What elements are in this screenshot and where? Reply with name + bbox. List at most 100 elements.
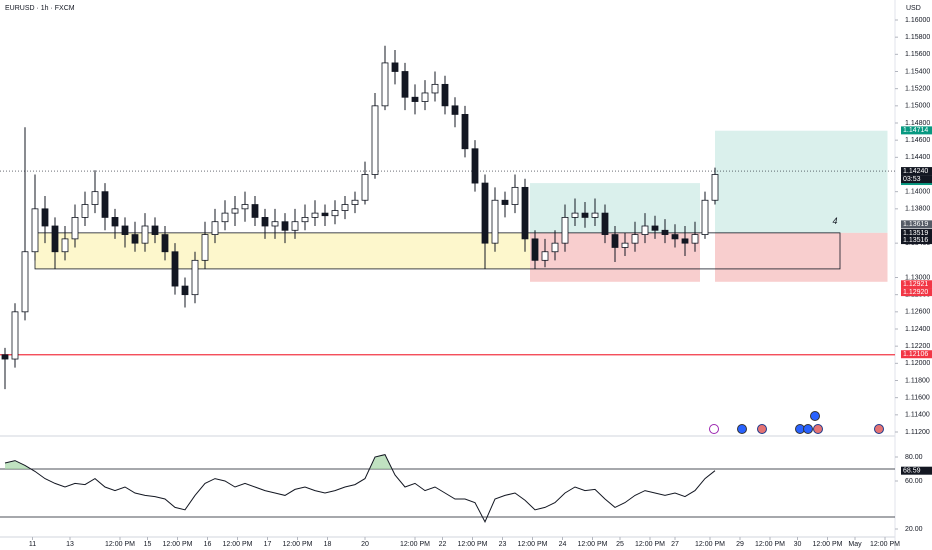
candle-body	[491, 199, 499, 244]
candle-body	[11, 311, 19, 360]
chart-title: EURUSD · 1h · FXCM	[5, 5, 75, 12]
y-tick-label: 1.14400	[905, 154, 930, 161]
y-tick-label: 1.15600	[905, 51, 930, 58]
candle-body	[701, 199, 709, 235]
y-tick-label: 1.16000	[905, 17, 930, 24]
price-label: 1.13619	[903, 221, 928, 228]
candle-body	[551, 242, 559, 253]
candle-body	[141, 225, 149, 244]
candle-body	[391, 62, 399, 72]
y-tick-label: 1.13800	[905, 206, 930, 213]
rsi-line	[4, 454, 716, 523]
event-icon	[737, 424, 747, 434]
x-tick-label: 15	[144, 541, 152, 548]
price-label-box	[901, 288, 932, 297]
candle-body	[41, 208, 49, 227]
x-tick-label: 12:00 PM	[635, 541, 665, 548]
candle-body	[601, 212, 609, 235]
candle-body	[581, 212, 589, 218]
zone	[715, 130, 888, 233]
candle-body	[341, 204, 349, 211]
price-label-box	[901, 280, 932, 289]
candle-body	[621, 242, 629, 248]
candle-body	[31, 208, 39, 253]
x-tick-label: 12:00 PM	[578, 541, 608, 548]
candle-body	[641, 225, 649, 235]
candle-body	[241, 204, 249, 210]
candle-body	[591, 212, 599, 218]
x-tick-label: 12:00 PM	[458, 541, 488, 548]
candle-body	[571, 212, 579, 218]
candle-body	[161, 234, 169, 253]
x-tick-label: 12:00 PM	[283, 541, 313, 548]
event-icon	[810, 411, 820, 421]
x-tick-label: 12:00 PM	[755, 541, 785, 548]
candle-body	[251, 204, 259, 218]
y-tick-label: 1.12400	[905, 326, 930, 333]
candle-body	[561, 217, 569, 244]
candle-body	[711, 174, 719, 201]
x-tick-label: 12:00 PM	[400, 541, 430, 548]
candle-body	[381, 62, 389, 107]
x-tick-label: 30	[794, 541, 802, 548]
x-tick-label: 12:00 PM	[163, 541, 193, 548]
candle-body	[671, 234, 679, 240]
x-tick-label: 23	[499, 541, 507, 548]
candle-body	[91, 191, 99, 205]
y-tick-label: 1.13000	[905, 274, 930, 281]
candle-body	[191, 259, 199, 296]
candle-body	[71, 217, 79, 240]
candle-body	[221, 212, 229, 223]
candle-body	[531, 238, 539, 261]
zone	[35, 232, 530, 269]
x-tick-label: 11	[29, 541, 36, 548]
rsi-y-tick-label: 60.00	[905, 478, 923, 485]
x-tick-label: May	[848, 541, 862, 548]
candle-body	[691, 234, 699, 244]
candle-body	[361, 174, 369, 201]
y-tick-label: 1.11400	[905, 412, 930, 419]
candle-body	[271, 221, 279, 227]
currency: USD	[906, 5, 921, 12]
price-label-box	[901, 167, 932, 176]
candle-body	[451, 105, 459, 115]
candle-body	[371, 105, 379, 175]
x-tick-label: 12:00 PM	[695, 541, 725, 548]
candle-body	[1, 354, 9, 360]
event-icon	[803, 424, 813, 434]
rsi-last-label: 68.59	[903, 468, 921, 475]
candle-body	[401, 71, 409, 98]
candle-body	[421, 92, 429, 102]
x-tick-label: 12:00 PM	[870, 541, 900, 548]
candle-body	[201, 234, 209, 261]
zone	[530, 183, 700, 233]
candle-body	[631, 234, 639, 244]
candle-body	[231, 208, 239, 214]
x-tick-label: 16	[204, 541, 212, 548]
price-label-box	[901, 126, 932, 135]
candle-body	[431, 83, 439, 94]
candle-body	[281, 221, 289, 231]
x-tick-label: 12:00 PM	[813, 541, 843, 548]
x-tick-label: 13	[66, 541, 74, 548]
candle-body	[211, 221, 219, 235]
candle-body	[111, 217, 119, 227]
event-icon	[709, 424, 719, 434]
x-tick-label: 18	[324, 541, 332, 548]
candle-body	[481, 182, 489, 244]
candle-body	[541, 251, 549, 261]
price-label: 1.12920	[903, 289, 928, 296]
x-tick-label: 22	[439, 541, 447, 548]
candle-body	[21, 251, 29, 313]
candle-body	[331, 210, 339, 217]
event-icon	[757, 424, 767, 434]
zone	[715, 232, 888, 282]
y-tick-label: 1.15800	[905, 34, 930, 41]
price-label-box	[901, 220, 932, 229]
candle-body	[461, 114, 469, 150]
candle-body	[181, 285, 189, 296]
x-tick-label: 25	[616, 541, 624, 548]
y-tick-label: 1.14000	[905, 189, 930, 196]
price-label: 1.12921	[903, 281, 928, 288]
countdown: 03:53	[903, 176, 921, 183]
